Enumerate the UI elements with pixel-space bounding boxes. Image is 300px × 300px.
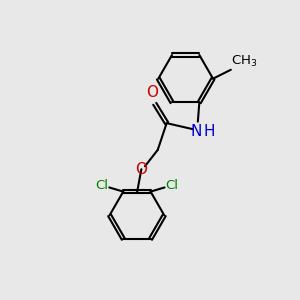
Text: Cl: Cl: [95, 178, 108, 192]
Text: Cl: Cl: [166, 178, 178, 192]
Text: N: N: [191, 124, 202, 139]
Text: O: O: [135, 162, 147, 177]
Text: O: O: [146, 85, 158, 100]
Text: CH$_3$: CH$_3$: [231, 54, 258, 69]
Text: H: H: [203, 124, 215, 139]
